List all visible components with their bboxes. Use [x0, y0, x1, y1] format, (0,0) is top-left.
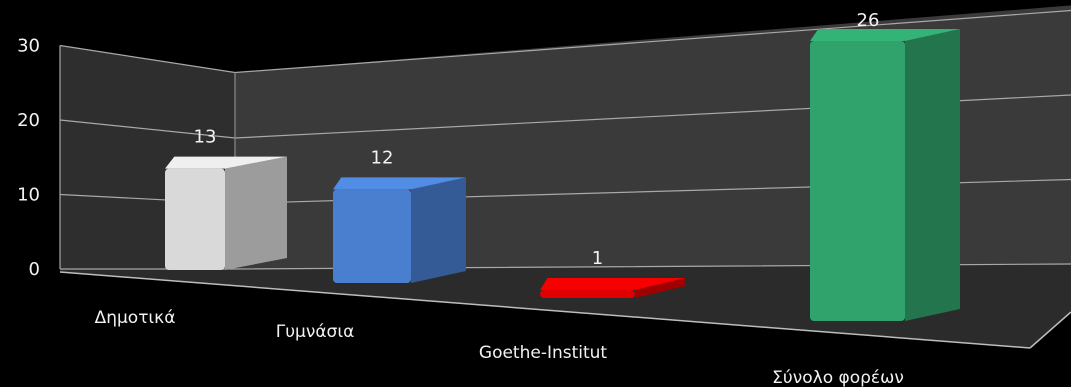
x-category-label: Σύνολο φορέων: [772, 368, 904, 387]
data-label: 26: [857, 10, 880, 31]
bar: [810, 29, 960, 321]
bar-front: [333, 189, 411, 283]
bar-front: [165, 168, 225, 270]
x-category-label: Δημοτικά: [95, 308, 176, 328]
y-tick-label: 30: [17, 36, 40, 57]
y-axis-ticks: 0 10 20 30: [17, 36, 40, 281]
bar-side: [225, 156, 287, 270]
bar-top: [540, 278, 685, 290]
bar-side: [411, 177, 466, 283]
x-axis-labels: Δημοτικά Γυμνάσια Goethe-Institut Σύνολο φο…: [95, 308, 904, 387]
bar: [333, 177, 466, 283]
bar-front: [540, 290, 635, 298]
x-category-label: Goethe-Institut: [479, 343, 608, 363]
data-labels: 13 12 1 26: [194, 10, 880, 269]
bars: [165, 29, 960, 321]
data-label: 12: [371, 147, 394, 168]
y-tick-label: 0: [29, 259, 40, 280]
y-tick-label: 20: [17, 110, 40, 131]
bar-side: [905, 29, 960, 321]
data-label: 13: [194, 127, 217, 148]
data-label: 1: [592, 248, 603, 269]
bar-front: [810, 41, 905, 321]
bar-top: [333, 177, 466, 190]
bar: [165, 156, 287, 270]
bar-top: [810, 29, 960, 41]
bar-side: [635, 278, 685, 298]
bar-top: [165, 156, 287, 169]
x-category-label: Γυμνάσια: [276, 322, 355, 342]
floor-right-edge: [1029, 311, 1071, 349]
y-tick-label: 10: [17, 185, 40, 206]
bar: [540, 278, 685, 298]
floor-front-edge: [59, 271, 1031, 349]
